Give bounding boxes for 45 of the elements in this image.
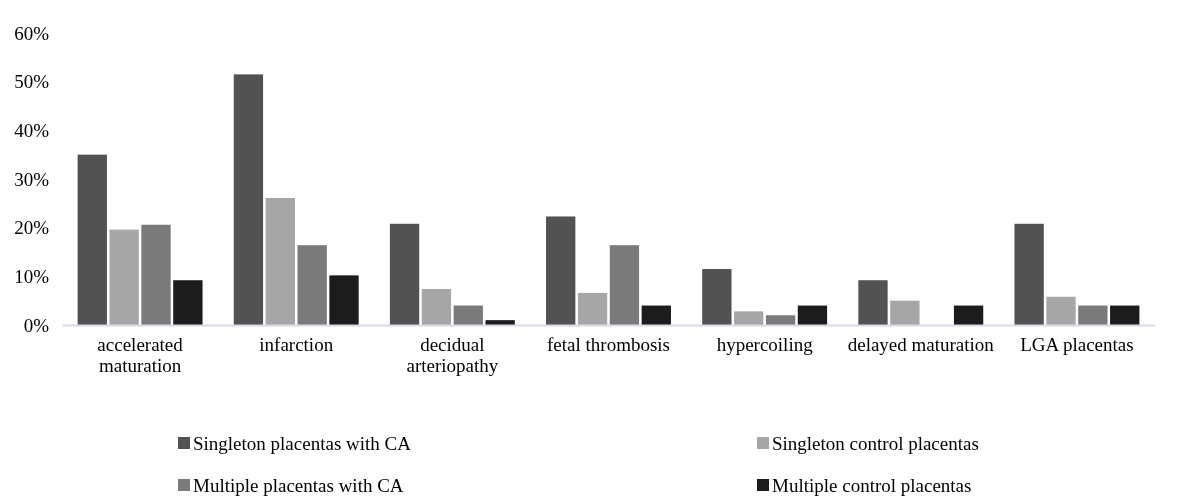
legend-label: Singleton placentas with CA [193,433,412,454]
y-tick-label: 50% [14,71,50,93]
x-tick-label: LGA placentas [1020,333,1134,355]
bar [421,288,452,325]
y-tick-label: 10% [14,265,50,287]
bar [109,229,139,325]
bar [858,280,888,325]
bar [577,292,608,325]
y-tick-label: 20% [14,217,50,239]
bar [141,224,171,325]
legend-label: Multiple control placentas [772,475,972,496]
bar [641,305,671,325]
bar [1014,223,1044,325]
bar [765,315,796,325]
bar [297,245,327,325]
y-tick-label: 60% [14,22,50,44]
legend-label: Multiple placentas with CA [193,475,404,496]
x-tick-label: accelerated maturation [97,333,184,376]
bar [546,216,576,325]
bar [609,245,640,325]
bar [77,154,107,325]
y-tick-label: 40% [14,119,50,141]
y-tick-label: 0% [23,314,50,336]
bar [702,269,732,325]
y-tick-label: 30% [14,168,50,190]
bar [265,197,295,325]
bar [890,300,920,325]
bar [389,223,420,325]
x-tick-label: decidual arteriopathy [406,333,499,376]
x-tick-label: delayed maturation [847,333,995,355]
bar [734,311,764,325]
bar [1110,305,1140,325]
bar [1046,296,1076,325]
x-tick-label: fetal thrombosis [547,333,670,355]
x-tick-label: infarction [259,333,334,355]
bar [797,305,828,325]
bar [453,305,483,325]
bar [329,275,359,325]
x-tick-label: hypercoiling [716,333,814,355]
bar [1078,305,1108,325]
bar [233,74,264,325]
bar [485,320,515,325]
bar [173,280,203,325]
legend-label: Singleton control placentas [772,433,979,454]
bar [953,305,984,325]
